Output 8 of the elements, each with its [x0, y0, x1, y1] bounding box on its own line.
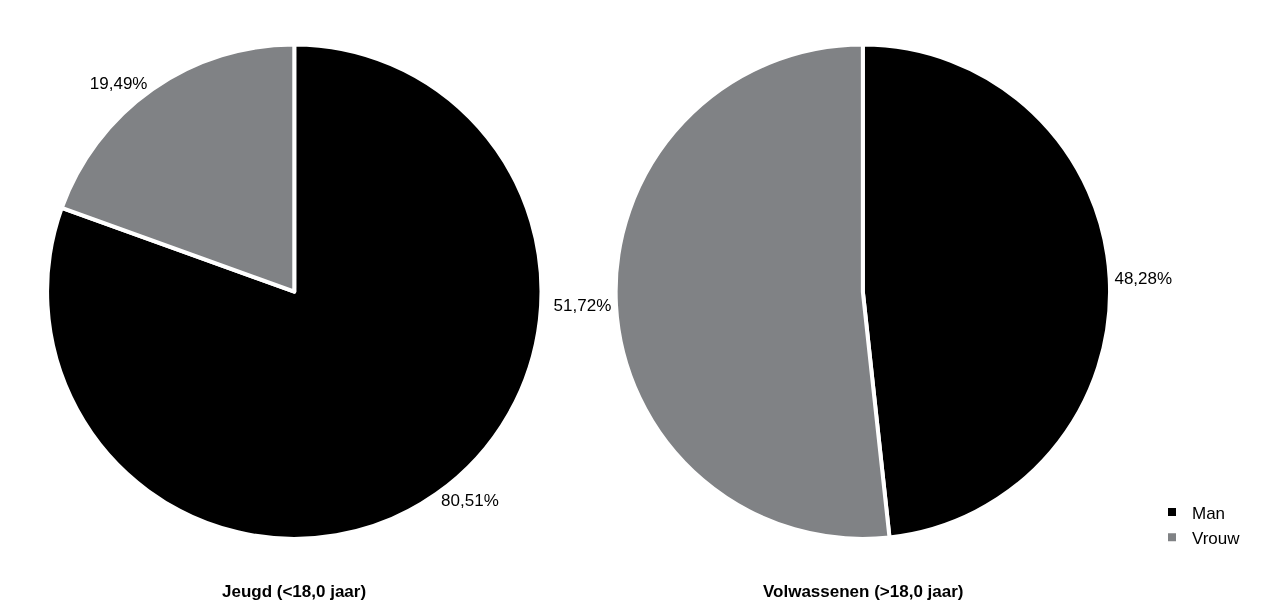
text: Volwassenen (>18,0 jaar) — [763, 582, 964, 601]
data-label: 48,28% — [1114, 268, 1173, 288]
legend-label: Man — [1192, 503, 1226, 523]
data-label: 51,72% — [553, 295, 612, 315]
legend-label: Vrouw — [1192, 528, 1241, 548]
text: Jeugd (<18,0 jaar) — [222, 582, 367, 601]
data-label: 80,51% — [441, 490, 499, 510]
data-label: 19,49% — [89, 73, 148, 93]
